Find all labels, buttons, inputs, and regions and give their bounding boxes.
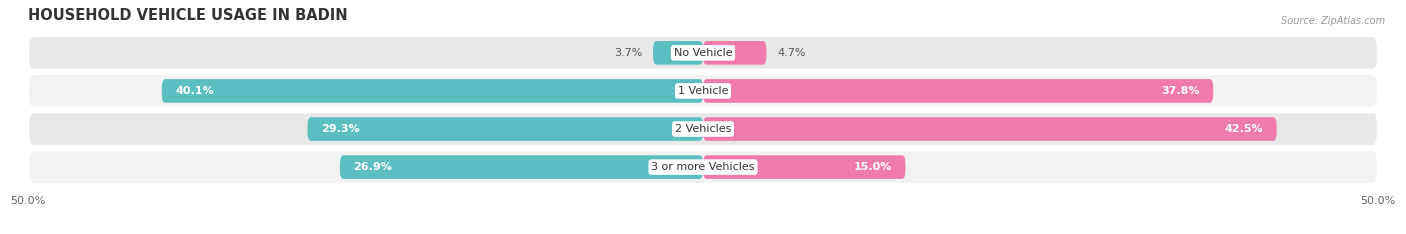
FancyBboxPatch shape bbox=[340, 155, 703, 179]
Text: 42.5%: 42.5% bbox=[1225, 124, 1263, 134]
FancyBboxPatch shape bbox=[703, 41, 766, 65]
FancyBboxPatch shape bbox=[703, 117, 1277, 141]
Text: HOUSEHOLD VEHICLE USAGE IN BADIN: HOUSEHOLD VEHICLE USAGE IN BADIN bbox=[28, 8, 347, 23]
Text: 1 Vehicle: 1 Vehicle bbox=[678, 86, 728, 96]
FancyBboxPatch shape bbox=[28, 150, 1378, 184]
FancyBboxPatch shape bbox=[162, 79, 703, 103]
FancyBboxPatch shape bbox=[28, 74, 1378, 108]
Text: 37.8%: 37.8% bbox=[1161, 86, 1199, 96]
FancyBboxPatch shape bbox=[652, 41, 703, 65]
FancyBboxPatch shape bbox=[28, 112, 1378, 146]
Text: 3.7%: 3.7% bbox=[614, 48, 643, 58]
Text: 3 or more Vehicles: 3 or more Vehicles bbox=[651, 162, 755, 172]
Text: 40.1%: 40.1% bbox=[176, 86, 214, 96]
FancyBboxPatch shape bbox=[703, 155, 905, 179]
Text: 15.0%: 15.0% bbox=[853, 162, 891, 172]
Text: Source: ZipAtlas.com: Source: ZipAtlas.com bbox=[1281, 16, 1385, 26]
FancyBboxPatch shape bbox=[703, 79, 1213, 103]
FancyBboxPatch shape bbox=[28, 36, 1378, 69]
Text: 26.9%: 26.9% bbox=[353, 162, 392, 172]
Text: 29.3%: 29.3% bbox=[321, 124, 360, 134]
Text: 4.7%: 4.7% bbox=[778, 48, 806, 58]
Text: 2 Vehicles: 2 Vehicles bbox=[675, 124, 731, 134]
Text: No Vehicle: No Vehicle bbox=[673, 48, 733, 58]
FancyBboxPatch shape bbox=[308, 117, 703, 141]
